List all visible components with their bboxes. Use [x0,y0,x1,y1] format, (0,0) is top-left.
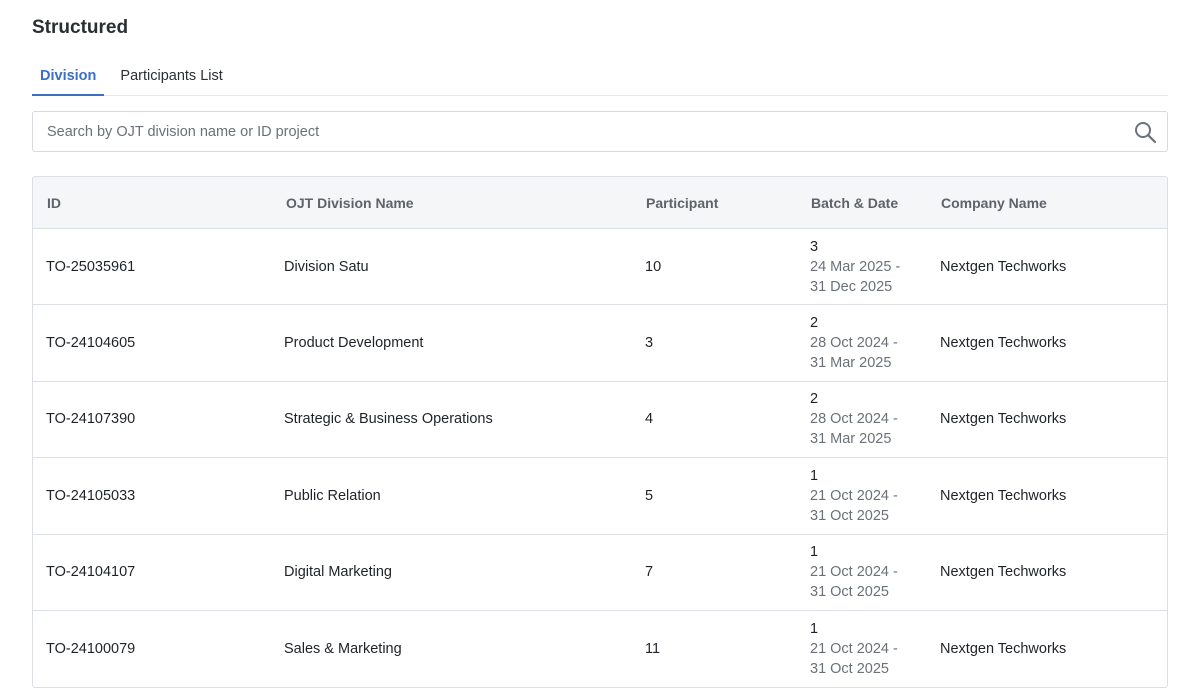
batch-number: 3 [810,238,819,255]
table-body: TO-25035961 Division Satu 10 3 24 Mar 20… [33,229,1167,687]
search-icon[interactable] [1133,120,1157,144]
cell-company-name: Nextgen Techworks [940,564,1067,581]
cell-participant: 4 [645,411,654,428]
batch-date-start: 21 Oct 2024 - [810,487,898,504]
table-row[interactable]: TO-24107390 Strategic & Business Operati… [33,382,1167,459]
column-header-company-name[interactable]: Company Name [941,194,1047,211]
division-table: ID OJT Division Name Participant Batch &… [32,176,1168,689]
table-row[interactable]: TO-24104605 Product Development 3 2 28 O… [33,305,1167,382]
cell-division-name: Strategic & Business Operations [284,411,493,428]
tab-division[interactable]: Division [32,64,105,96]
batch-number: 1 [810,621,819,638]
column-header-id[interactable]: ID [47,194,61,211]
cell-id: TO-25035961 [46,258,136,275]
batch-date-start: 21 Oct 2024 - [810,641,898,658]
table-row[interactable]: TO-25035961 Division Satu 10 3 24 Mar 20… [33,229,1167,306]
cell-company-name: Nextgen Techworks [940,335,1067,352]
table-header: ID OJT Division Name Participant Batch &… [33,177,1167,229]
batch-date-end: 31 Oct 2025 [810,584,889,601]
cell-division-name: Public Relation [284,487,381,504]
cell-division-name: Sales & Marketing [284,641,402,658]
column-header-batch-date[interactable]: Batch & Date [811,194,899,211]
batch-date-end: 31 Oct 2025 [810,661,889,678]
cell-company-name: Nextgen Techworks [940,487,1067,504]
cell-participant: 5 [645,487,654,504]
column-header-division-name[interactable]: OJT Division Name [286,194,414,211]
cell-division-name: Division Satu [284,258,369,275]
cell-batch-date: 1 21 Oct 2024 - 31 Oct 2025 [798,466,928,526]
table-row[interactable]: TO-24100079 Sales & Marketing 11 1 21 Oc… [33,611,1167,687]
column-header-participant[interactable]: Participant [646,194,719,211]
table-row[interactable]: TO-24104107 Digital Marketing 7 1 21 Oct… [33,535,1167,611]
batch-date-start: 28 Oct 2024 - [810,411,898,428]
batch-date-end: 31 Dec 2025 [810,278,893,295]
cell-batch-date: 3 24 Mar 2025 - 31 Dec 2025 [798,237,928,297]
batch-date-end: 31 Mar 2025 [810,431,892,448]
cell-batch-date: 2 28 Oct 2024 - 31 Mar 2025 [798,389,928,449]
search-input[interactable] [33,112,1167,151]
cell-id: TO-24100079 [46,641,136,658]
search-box [32,111,1168,152]
cell-batch-date: 1 21 Oct 2024 - 31 Oct 2025 [798,619,928,679]
cell-company-name: Nextgen Techworks [940,258,1067,275]
batch-number: 1 [810,467,819,484]
cell-company-name: Nextgen Techworks [940,411,1067,428]
batch-number: 2 [810,391,819,408]
tab-participants-list[interactable]: Participants List [120,68,223,84]
batch-number: 1 [810,544,819,561]
cell-id: TO-24104605 [46,335,136,352]
cell-division-name: Digital Marketing [284,564,392,581]
cell-company-name: Nextgen Techworks [940,641,1067,658]
cell-participant: 11 [645,641,661,658]
cell-division-name: Product Development [284,335,424,352]
cell-participant: 7 [645,564,654,581]
batch-date-start: 28 Oct 2024 - [810,335,898,352]
tab-bar: Division Participants List [32,64,1168,96]
cell-participant: 3 [645,335,654,352]
cell-id: TO-24107390 [46,411,136,428]
batch-date-end: 31 Mar 2025 [810,355,892,372]
cell-participant: 10 [645,258,662,275]
batch-number: 2 [810,315,819,332]
table-row[interactable]: TO-24105033 Public Relation 5 1 21 Oct 2… [33,458,1167,535]
cell-id: TO-24104107 [46,564,136,581]
batch-date-end: 31 Oct 2025 [810,507,889,524]
cell-batch-date: 1 21 Oct 2024 - 31 Oct 2025 [798,542,928,602]
batch-date-start: 24 Mar 2025 - [810,258,901,275]
cell-batch-date: 2 28 Oct 2024 - 31 Mar 2025 [798,313,928,373]
batch-date-start: 21 Oct 2024 - [810,564,898,581]
page-title: Structured [32,17,129,38]
cell-id: TO-24105033 [46,487,136,504]
